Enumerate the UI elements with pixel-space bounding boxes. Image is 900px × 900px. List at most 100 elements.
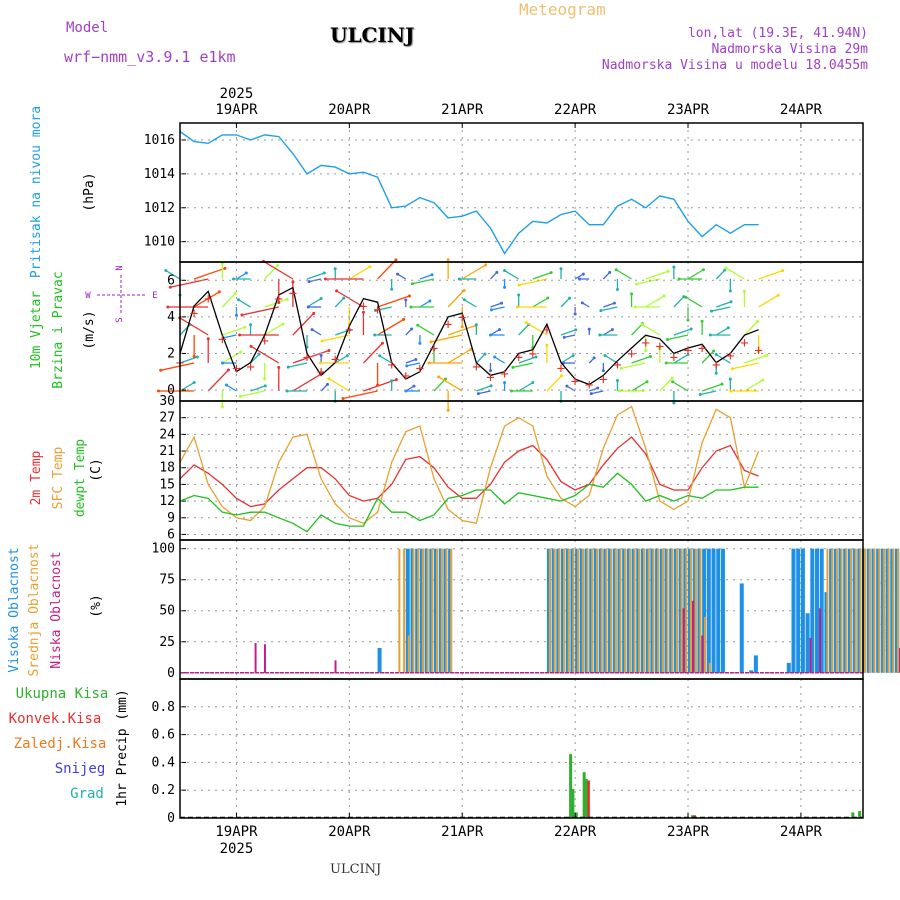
wind-arrow-head <box>730 367 734 371</box>
wind-arrow <box>320 383 328 392</box>
ytick-label: 9 <box>167 511 175 526</box>
wind-arrow <box>264 323 284 336</box>
ytick-label: 0.8 <box>152 700 175 715</box>
wind-arrow-head <box>217 290 221 294</box>
wind-arrow-head <box>488 369 492 373</box>
wind-arrow <box>631 323 643 336</box>
wind-arrow-head <box>765 353 769 357</box>
ytick-label: 0.2 <box>152 783 175 798</box>
legend-ukupna-kisa: Ukupna Kisa <box>16 686 109 702</box>
wind-arrow <box>362 342 383 364</box>
pressure-line <box>179 130 759 255</box>
wind-arrow-head <box>599 309 603 313</box>
cloud-bar <box>711 548 716 673</box>
wind-arrow-head <box>755 319 759 323</box>
wind-arrow-head <box>192 381 196 385</box>
wind-arrow <box>490 302 502 308</box>
wind-arrow-head <box>307 280 311 284</box>
wind-arrow <box>672 381 689 392</box>
wind-arrow <box>725 267 745 280</box>
cloud-bar <box>405 548 410 673</box>
wind-arrow-head <box>446 408 450 412</box>
cloud-bar <box>859 548 862 673</box>
wind-arrow-head <box>701 268 705 272</box>
temp-units: (C) <box>89 458 104 481</box>
wind-gust-marker: + <box>529 346 537 362</box>
wind-arrow-head <box>220 405 224 409</box>
wind-arrow <box>264 265 279 280</box>
wind-arrow-head <box>326 382 330 386</box>
x-bottom-tick: 23APR <box>667 824 710 840</box>
wind-arrow <box>518 381 534 392</box>
cloud-bar <box>581 548 584 673</box>
temp-axis-title-2: SFC Temp <box>51 447 66 510</box>
wind-arrow <box>685 296 703 308</box>
wind-arrow <box>615 269 632 280</box>
wind-arrow-head <box>615 378 619 382</box>
wind-gust-marker: + <box>599 372 607 388</box>
x-top-tick: 23APR <box>667 102 710 118</box>
wind-gust-marker: + <box>218 332 226 348</box>
wind-arrow <box>494 356 505 364</box>
x-bottom-year: 2025 <box>220 841 254 857</box>
wind-arrow-head <box>664 361 668 365</box>
cloud-bar <box>892 548 895 673</box>
wind-arrow-head <box>232 277 236 281</box>
wind-gust-marker: + <box>289 286 297 302</box>
wind-arrow <box>406 362 421 367</box>
ytick-label: 6 <box>167 273 175 288</box>
wind-arrow <box>490 329 500 336</box>
wind-arrow-head <box>761 378 765 382</box>
wind-arrow <box>160 362 195 371</box>
x-bottom-tick: 24APR <box>780 824 823 840</box>
wind-arrow-head <box>312 311 316 315</box>
ytick-label: 6 <box>167 527 175 542</box>
wind-arrow-head <box>714 353 718 357</box>
wind-arrow <box>732 362 759 370</box>
wind-gust-marker: + <box>472 359 480 375</box>
wind-arrow-head <box>549 271 553 275</box>
compass-n: N <box>115 265 125 270</box>
wind-gust-marker: + <box>232 361 240 377</box>
wind-arrow-head <box>580 301 584 305</box>
wind-arrow <box>288 362 308 368</box>
wind-arrow-head <box>409 305 413 309</box>
wind-arrow-head <box>574 328 578 332</box>
wind-arrow <box>518 356 537 364</box>
wind-arrow-head <box>546 296 550 300</box>
wind-arrow-field <box>157 258 785 412</box>
meteogram-label: Meteogram <box>519 0 606 19</box>
cloud-bar <box>896 548 899 673</box>
cloud-bar <box>706 548 711 673</box>
wind-arrow-head <box>291 280 295 284</box>
wind-arrow-head <box>573 312 577 316</box>
wind-gust-marker: + <box>373 303 381 319</box>
wind-arrow-head <box>614 268 618 272</box>
wind-arrow-head <box>414 358 418 362</box>
wind-arrow-head <box>720 382 724 386</box>
wind-arrow <box>193 291 220 308</box>
wind-gust-marker: + <box>613 357 621 373</box>
wind-arrow-head <box>483 352 487 356</box>
wind-arrow <box>604 354 618 364</box>
cloud-bar <box>633 548 636 673</box>
wind-arrow <box>687 269 704 280</box>
wind-arrow-head <box>404 298 408 302</box>
wind-arrow-head <box>503 381 507 385</box>
wind-arrow <box>645 270 669 280</box>
ytick-label: 0 <box>167 811 175 826</box>
wind-arrow-head <box>462 298 466 302</box>
wind-arrow-head <box>645 380 649 384</box>
wind-arrow-head <box>318 361 322 365</box>
wind-arrow <box>311 329 322 336</box>
wind-arrow <box>292 372 323 392</box>
wind-arrow-head <box>446 258 450 262</box>
cloud-bar <box>563 548 566 673</box>
ytick-label: 75 <box>159 573 175 588</box>
ytick-label: 24 <box>159 427 175 442</box>
wind-arrow-head <box>327 377 331 381</box>
cloud-bar <box>647 548 650 673</box>
cloud-bar <box>431 548 434 673</box>
wind-arrow-head <box>670 376 674 380</box>
ytick-label: 50 <box>159 604 175 619</box>
